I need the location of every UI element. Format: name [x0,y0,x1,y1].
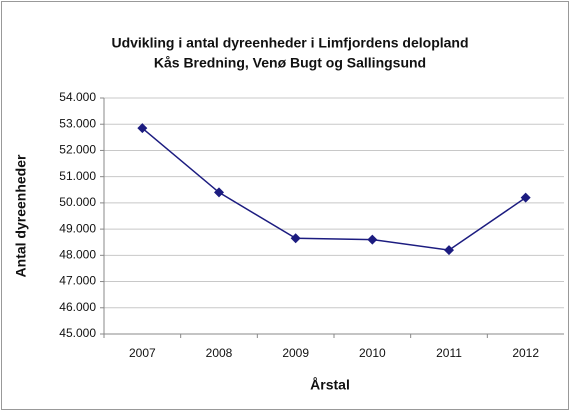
x-tick-label: 2010 [359,346,386,360]
x-tick-label: 2012 [512,346,539,360]
data-point [290,233,301,244]
data-point [444,245,454,256]
y-tick-label: 53.000 [59,116,96,130]
chart-title: Udvikling i antal dyreenheder i Limfjord… [111,35,468,51]
y-tick-label: 48.000 [59,248,96,262]
x-tick-label: 2008 [206,346,233,360]
y-axis-title: Antal dyreenheder [13,154,29,277]
y-tick-label: 51.000 [59,169,96,183]
y-tick-label: 52.000 [59,143,96,157]
y-tick-label: 49.000 [59,221,96,235]
data-point [520,192,531,203]
y-tick-label: 47.000 [59,274,96,288]
data-point [367,234,378,245]
x-tick-label: 2007 [129,346,156,360]
data-point [214,187,224,198]
y-tick-label: 46.000 [59,300,96,314]
x-tick-label: 2009 [282,346,309,360]
x-axis-title: Årstal [310,377,350,393]
data-point [137,123,148,134]
x-tick-label: 2011 [436,346,462,360]
y-tick-label: 54.000 [59,90,96,104]
y-tick-label: 45.000 [59,326,96,340]
y-tick-label: 50.000 [59,195,96,209]
chart-subtitle: Kås Bredning, Venø Bugt og Sallingsund [154,55,426,71]
series-line [141,127,527,251]
